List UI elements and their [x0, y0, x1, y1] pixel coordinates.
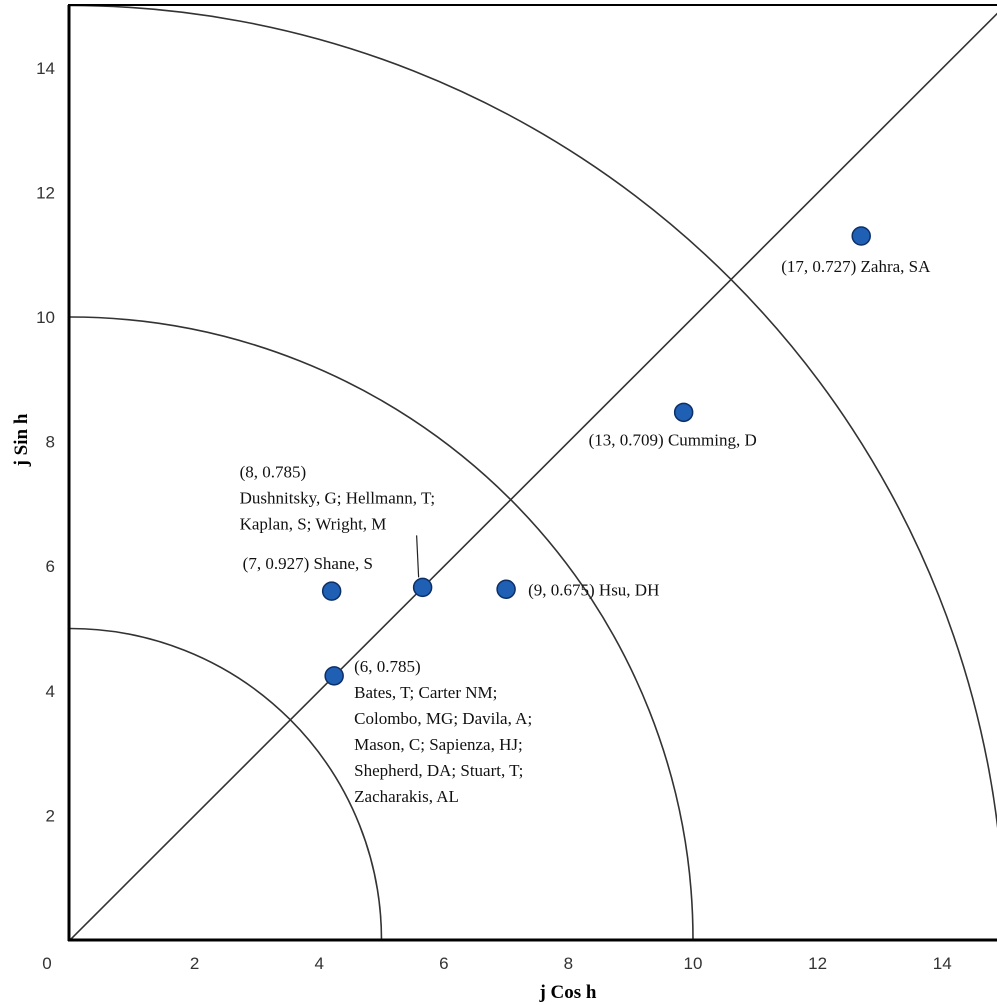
leader-line — [416, 535, 420, 578]
point-label: (13, 0.709) Cumming, D — [589, 430, 757, 449]
point-label: Dushnitsky, G; Hellmann, T; — [240, 488, 435, 507]
point-label: Shepherd, DA; Stuart, T; — [354, 761, 523, 780]
y-tick-8: 8 — [46, 433, 55, 452]
y-tick-labels: 2 4 6 8 10 12 14 — [36, 59, 55, 826]
y-axis-label: j Sin h — [11, 413, 32, 467]
x-tick-0: 0 — [42, 954, 51, 973]
x-tick-14: 14 — [933, 954, 952, 973]
point-label: Zacharakis, AL — [354, 787, 459, 806]
radius-arc-15 — [70, 5, 997, 830]
label-leader-lines — [416, 535, 420, 578]
diagonal-line — [70, 12, 997, 940]
x-tick-6: 6 — [439, 954, 448, 973]
point-labels: (17, 0.727) Zahra, SA (13, 0.709) Cumming… — [240, 257, 932, 806]
data-points — [321, 226, 871, 686]
point-label: (6, 0.785) — [354, 657, 421, 676]
x-tick-4: 4 — [314, 954, 323, 973]
point-label: Colombo, MG; Davila, A; — [354, 709, 532, 728]
x-tick-2: 2 — [190, 954, 199, 973]
y-tick-4: 4 — [46, 682, 55, 701]
point-label: (9, 0.675) Hsu, DH — [528, 580, 659, 599]
y-tick-6: 6 — [46, 557, 55, 576]
data-point — [412, 577, 433, 598]
angle-diagonal — [70, 12, 997, 940]
x-tick-8: 8 — [564, 954, 573, 973]
point-label: (17, 0.727) Zahra, SA — [781, 257, 931, 276]
y-tick-10: 10 — [36, 308, 55, 327]
radius-arcs — [70, 5, 997, 940]
data-point — [496, 579, 516, 600]
data-point — [324, 666, 344, 686]
data-point — [321, 581, 342, 601]
plot-frame — [67, 4, 997, 942]
x-axis-label: j Cos h — [538, 982, 596, 1003]
point-label: Bates, T; Carter NM; — [354, 683, 497, 702]
data-point — [673, 402, 694, 423]
data-point — [851, 226, 871, 246]
point-label: Mason, C; Sapienza, HJ; — [354, 735, 523, 754]
point-label: (7, 0.927) Shane, S — [243, 554, 373, 573]
point-label: Kaplan, S; Wright, M — [240, 514, 387, 533]
x-tick-10: 10 — [684, 954, 703, 973]
point-label: (8, 0.785) — [240, 462, 307, 481]
y-tick-14: 14 — [36, 59, 55, 78]
x-tick-12: 12 — [808, 954, 827, 973]
x-tick-labels: 0 2 4 6 8 10 12 14 — [42, 954, 951, 973]
y-tick-12: 12 — [36, 183, 55, 202]
y-tick-2: 2 — [46, 806, 55, 825]
